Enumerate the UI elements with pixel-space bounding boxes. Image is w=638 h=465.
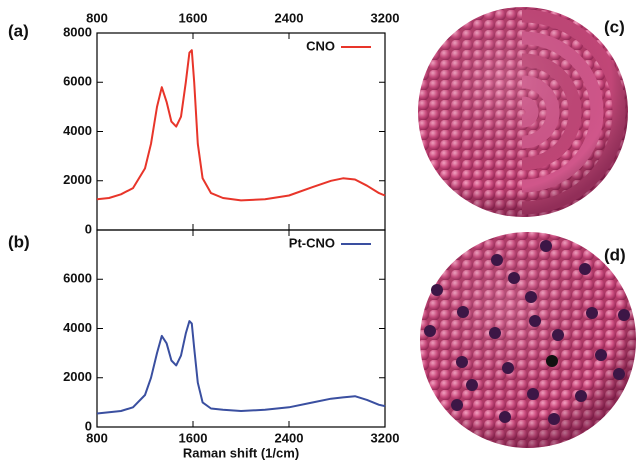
x-tick-label: 2400 [275, 10, 304, 25]
panel-label: (b) [8, 232, 30, 251]
y-tick-label: 6000 [63, 271, 92, 286]
x-axis-label: Raman shift (1/cm) [183, 445, 299, 460]
x-tick-label: 1600 [179, 10, 208, 25]
x-tick-label: 2400 [275, 430, 304, 445]
spectrum-line [97, 50, 385, 200]
onion-image [418, 7, 628, 217]
x-tick-label: 3200 [371, 10, 400, 25]
x-tick-label: 3200 [371, 430, 400, 445]
panel-label: (c) [604, 17, 625, 36]
spectrum-line [97, 321, 385, 413]
y-tick-label: 6000 [63, 74, 92, 89]
legend-label: Pt-CNO [289, 235, 335, 250]
legend-label: CNO [306, 38, 335, 53]
x-tick-label: 1600 [179, 430, 208, 445]
x-tick-label: 800 [86, 430, 108, 445]
x-tick-label: 800 [86, 10, 108, 25]
y-tick-label: 0 [85, 221, 92, 236]
y-tick-label: 2000 [63, 369, 92, 384]
y-tick-label: 4000 [63, 320, 92, 335]
y-tick-label: 4000 [63, 123, 92, 138]
figure: (c) (d) (a)02000400060008000800160024003… [0, 0, 638, 465]
panel-label: (d) [604, 245, 626, 264]
y-tick-label: 8000 [63, 24, 92, 39]
panel-label: (a) [8, 21, 29, 40]
y-tick-label: 2000 [63, 172, 92, 187]
